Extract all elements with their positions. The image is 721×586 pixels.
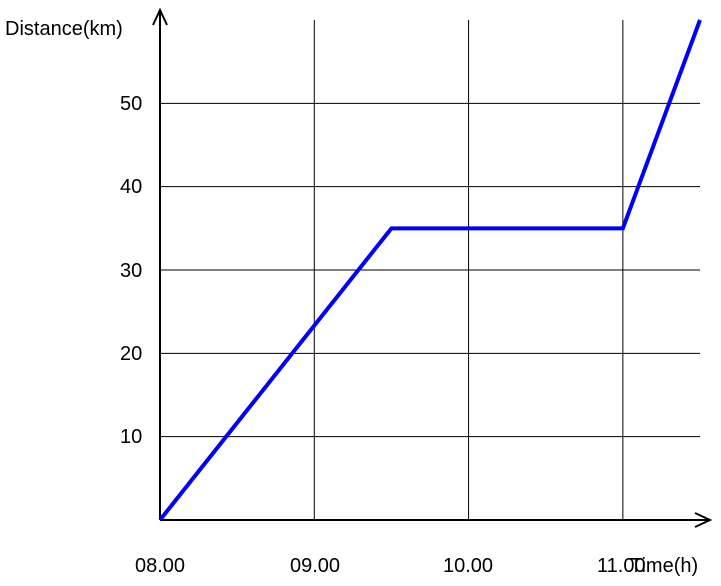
distance-time-chart: Distance(km) Time(h) 50 40 30 20 10 08.0… bbox=[0, 0, 721, 586]
chart-svg bbox=[0, 0, 721, 586]
